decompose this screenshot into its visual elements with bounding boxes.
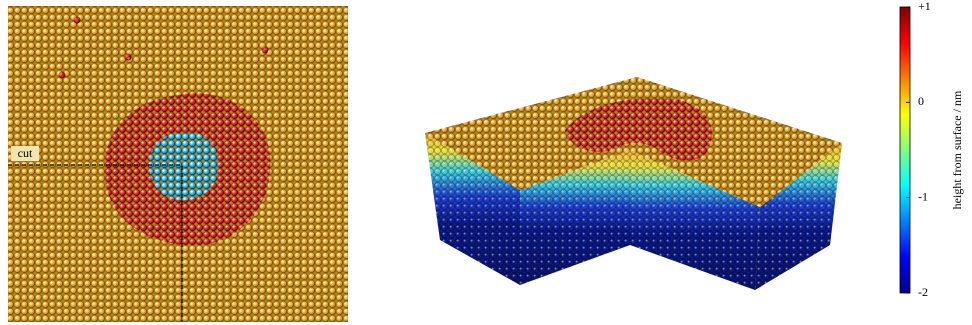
colorbar: height from surface / nm +1 0 -1 -2 [899, 0, 964, 299]
cut-line [8, 164, 183, 322]
colorbar-label: height from surface / nm [950, 90, 964, 209]
colorbar-tick-label: 0 [918, 94, 924, 108]
right-panel [425, 77, 842, 290]
colorbar-tick-label: +1 [918, 0, 931, 13]
cut-label: cut [18, 146, 33, 160]
atom-shading [8, 6, 348, 322]
atom-shading [425, 77, 842, 207]
colorbar-scale [899, 6, 911, 294]
cut-label-box [11, 146, 39, 161]
colorbar-tick-label: -1 [918, 189, 928, 203]
colorbar-tick-label: -2 [918, 285, 928, 299]
atom-shading [425, 133, 842, 290]
left-panel: cut [8, 6, 348, 322]
